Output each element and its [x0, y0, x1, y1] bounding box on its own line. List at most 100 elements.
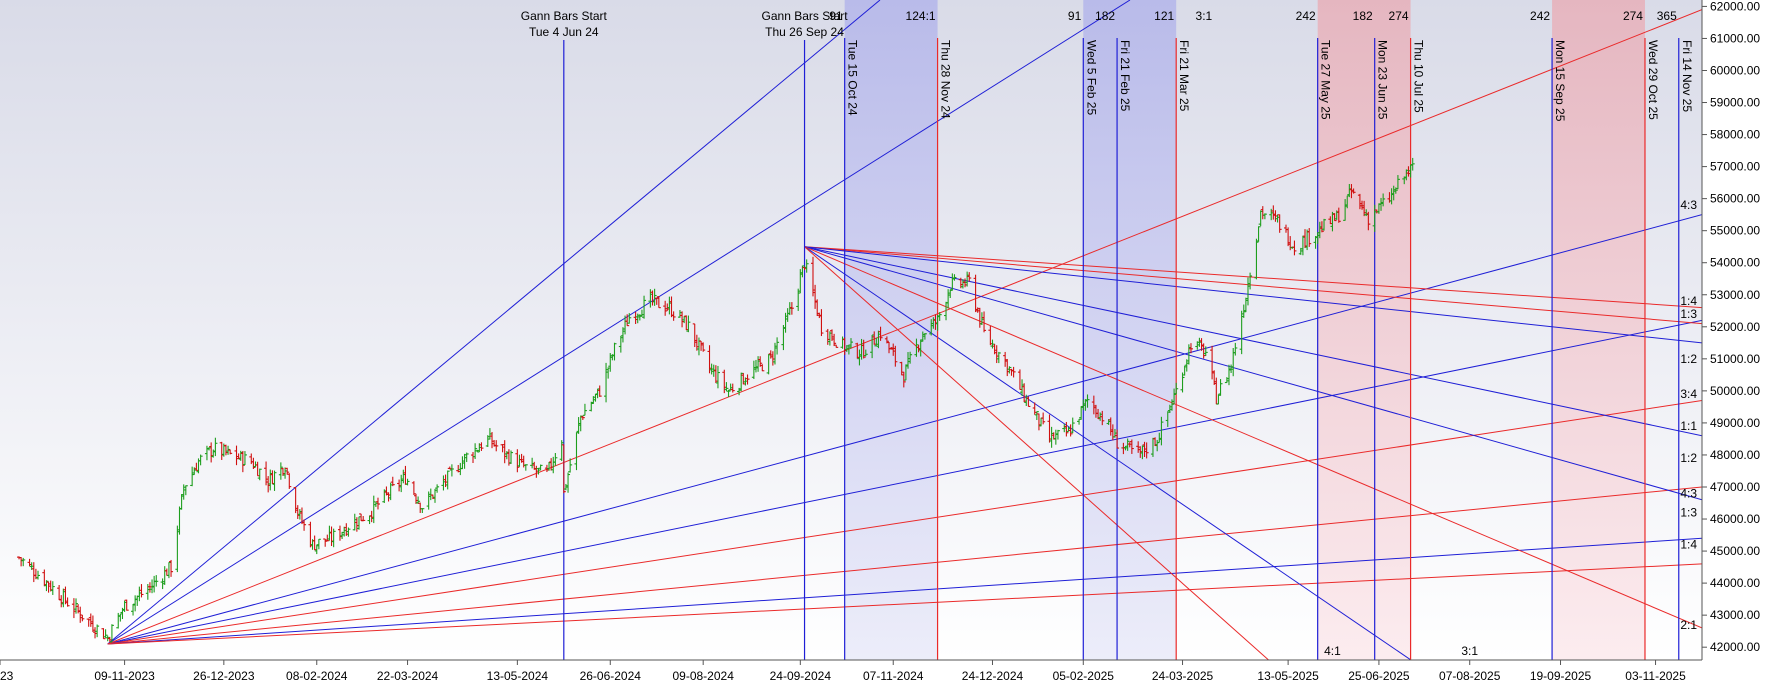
ohlc-bar-442: [1322, 218, 1327, 231]
ohlc-bar-299: [901, 371, 906, 388]
ohlc-bar-92: [287, 473, 292, 489]
ohlc-bar-27: [95, 624, 100, 638]
fan-ratio-label-7: 4:3: [1680, 486, 1697, 500]
ohlc-bar-267: [804, 259, 809, 273]
ohlc-bar-335: [1007, 366, 1012, 374]
date-line-label-7: Thu 10 Jul 25: [1412, 40, 1426, 113]
ohlc-bar-29: [103, 629, 108, 638]
ohlc-bar-252: [760, 364, 765, 372]
ohlc-bar-322: [967, 272, 972, 282]
ohlc-bar-76: [240, 450, 245, 473]
ohlc-bar-186: [566, 472, 571, 493]
x-tick-label-14: 25-06-2025: [1348, 669, 1410, 683]
ohlc-bar-375: [1125, 438, 1130, 451]
ohlc-bar-277: [834, 344, 839, 348]
ohlc-bar-427: [1277, 214, 1282, 233]
count-label-9: 242: [1530, 9, 1550, 23]
ohlc-bar-52: [169, 559, 174, 577]
fan-ratio-label-9: 1:4: [1680, 538, 1697, 552]
ohlc-bar-397: [1188, 343, 1193, 354]
ohlc-bar-72: [228, 449, 233, 455]
ohlc-bar-77: [242, 451, 247, 466]
ohlc-bar-168: [515, 449, 520, 473]
ohlc-bar-257: [775, 337, 780, 355]
x-tick-label-4: 22-03-2024: [377, 669, 439, 683]
x-tick-label-0: 23: [0, 669, 14, 683]
ohlc-bar-192: [582, 403, 587, 416]
y-tick-label-15: 57000.00: [1710, 160, 1760, 174]
ohlc-bar-218: [663, 300, 668, 316]
ohlc-bar-276: [832, 333, 837, 347]
ohlc-bar-447: [1336, 207, 1341, 223]
date-line-label-2: Wed 5 Feb 25: [1084, 40, 1098, 115]
y-tick-label-8: 50000.00: [1710, 384, 1760, 398]
ohlc-bar-357: [1070, 417, 1075, 434]
ohlc-bar-42: [139, 584, 144, 598]
ohlc-bar-317: [952, 274, 957, 281]
ohlc-bar-251: [758, 356, 763, 367]
fan-ratio-label-8: 1:3: [1680, 506, 1697, 520]
ohlc-bar-9: [44, 580, 49, 592]
gann-start-date-0: Tue 4 Jun 24: [529, 25, 599, 39]
ohlc-bar-232: [701, 342, 706, 352]
ohlc-bar-157: [479, 442, 484, 451]
ohlc-bar-387: [1159, 416, 1164, 446]
ohlc-bar-445: [1332, 213, 1337, 222]
ohlc-bar-32: [109, 624, 114, 643]
x-tick-label-9: 07-11-2024: [863, 669, 924, 683]
count-label-7: 182: [1353, 9, 1373, 23]
ohlc-bar-362: [1085, 394, 1090, 408]
count-label-10: 274: [1623, 9, 1643, 23]
ohlc-bar-28: [101, 628, 106, 640]
date-line-label-3: Fri 21 Feb 25: [1118, 40, 1132, 112]
ohlc-bar-22: [80, 614, 85, 622]
ohlc-bar-88: [278, 462, 283, 480]
ohlc-bar-184: [561, 444, 566, 494]
ohlc-bar-2: [21, 557, 26, 567]
ohlc-bar-466: [1393, 187, 1398, 194]
gann-start-title-0: Gann Bars Start: [521, 9, 608, 23]
ohlc-bar-120: [371, 495, 376, 524]
fan-ratio-label-5: 1:1: [1680, 419, 1697, 433]
count-label-11: 365: [1657, 9, 1677, 23]
y-tick-label-18: 60000.00: [1710, 63, 1760, 77]
ohlc-bar-422: [1262, 213, 1267, 220]
ohlc-bar-104: [325, 534, 330, 542]
y-tick-label-7: 49000.00: [1710, 416, 1760, 430]
ohlc-bar-307: [922, 332, 927, 340]
y-tick-label-5: 47000.00: [1710, 480, 1760, 494]
ohlc-bar-127: [390, 476, 395, 487]
y-tick-label-0: 42000.00: [1710, 640, 1760, 654]
y-tick-label-16: 58000.00: [1710, 128, 1760, 142]
gann-start-date-1: Thu 26 Sep 24: [765, 25, 844, 39]
ohlc-bar-37: [124, 599, 129, 611]
y-tick-label-10: 52000.00: [1710, 320, 1760, 334]
ohlc-bar-332: [996, 351, 1001, 364]
ohlc-bar-377: [1129, 439, 1134, 454]
ohlc-bar-292: [878, 326, 883, 341]
gann-start-title-1: Gann Bars Start: [762, 9, 849, 23]
y-tick-label-20: 62000.00: [1710, 0, 1760, 13]
count-label-2: 91: [1068, 9, 1082, 23]
ohlc-bar-240: [726, 389, 731, 398]
ohlc-bar-207: [627, 313, 632, 324]
gann-fan-line-8: [107, 9, 1702, 645]
gann-fan-line-15: [804, 246, 1412, 660]
date-line-label-1: Thu 28 Nov 24: [939, 40, 953, 119]
ohlc-bar-117: [361, 516, 366, 522]
x-tick-label-1: 09-11-2023: [94, 669, 155, 683]
x-tick-label-3: 08-02-2024: [286, 669, 348, 683]
ohlc-bar-342: [1026, 396, 1031, 407]
gann-fan-line-1: [107, 319, 1702, 645]
ohlc-bar-419: [1256, 226, 1261, 242]
ohlc-bar-393: [1180, 372, 1185, 393]
gann-fan-line-7: [107, 0, 1131, 645]
ohlc-bar-206: [625, 314, 630, 327]
gann-fan-line-4: [107, 537, 1702, 645]
date-line-label-4: Fri 21 Mar 25: [1177, 40, 1191, 112]
time-band-2: [1317, 0, 1411, 660]
fan-ratio-label-3: 1:2: [1680, 352, 1697, 366]
ohlc-bar-191: [580, 415, 585, 420]
ohlc-bar-91: [285, 467, 290, 475]
ohlc-bar-437: [1307, 228, 1312, 247]
